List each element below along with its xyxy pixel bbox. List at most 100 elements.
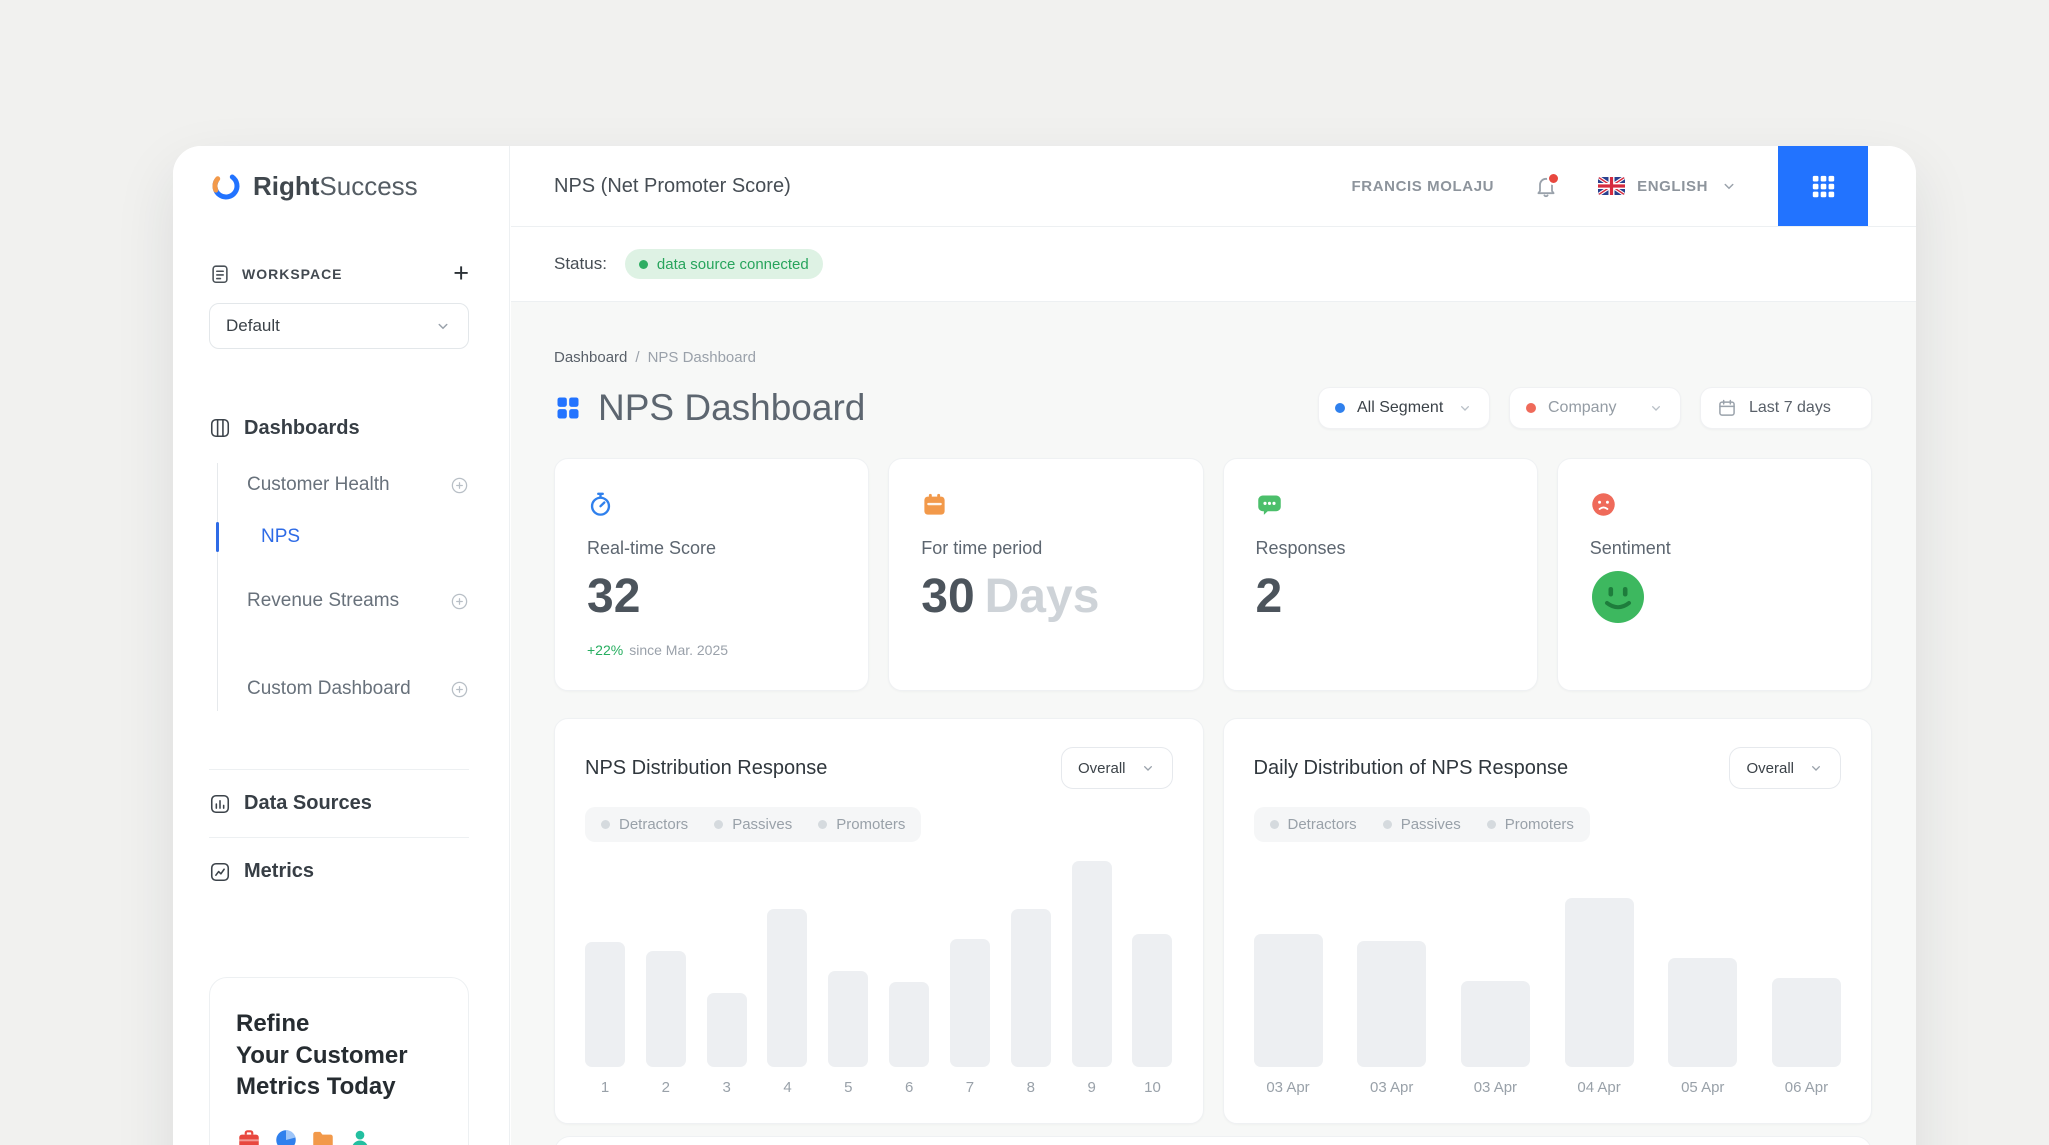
sidebar-item-metrics[interactable]: Metrics: [209, 838, 469, 905]
language-select[interactable]: ENGLISH: [1598, 177, 1738, 195]
bar-column: 7: [949, 939, 990, 1095]
metric-value: 30: [921, 570, 975, 623]
metric-label: For time period: [921, 538, 1043, 558]
legend-dot-icon: [714, 820, 724, 829]
bar: [889, 982, 930, 1067]
bar-column: 1: [585, 942, 625, 1095]
bar: [1357, 941, 1427, 1067]
bar: [1564, 898, 1634, 1067]
bar: [585, 942, 625, 1067]
delta-note: since Mar. 2025: [629, 642, 729, 658]
chart-legend: Detractors Passives Promoters: [1253, 807, 1590, 842]
legend-dot-icon: [1486, 820, 1496, 829]
sidebar-item-revenue-streams[interactable]: Revenue Streams: [218, 579, 469, 623]
bar-label: 4: [783, 1079, 792, 1096]
company-filter-value: Company: [1548, 399, 1617, 416]
breadcrumb-separator: /: [635, 348, 640, 366]
legend-detractors: Detractors: [601, 816, 688, 833]
bar-column: 6: [889, 982, 930, 1095]
sidebar-item-dashboards[interactable]: Dashboards: [209, 413, 469, 443]
bar: [645, 951, 686, 1067]
bar-column: 2: [645, 951, 686, 1095]
bar: [1668, 958, 1738, 1067]
bar-label: 06 Apr: [1784, 1079, 1829, 1096]
bar-column: 8: [1010, 909, 1051, 1095]
add-workspace-button[interactable]: +: [453, 258, 469, 288]
promo-line-1: Refine: [236, 1010, 310, 1037]
bar-column: 04 Apr: [1564, 898, 1634, 1095]
bar: [1253, 934, 1323, 1067]
workspace-select[interactable]: Default: [209, 303, 469, 349]
chart-head: Daily Distribution of NPS Response Overa…: [1253, 747, 1841, 789]
metric-value-row: 32: [587, 573, 640, 621]
bar-label: 5: [844, 1079, 853, 1096]
legend-passives: Passives: [714, 816, 792, 833]
metric-value: 32: [587, 570, 641, 623]
notification-badge: [1547, 172, 1561, 185]
status-label: Status:: [554, 254, 607, 273]
status-value: data source connected: [656, 255, 809, 273]
bar: [1771, 978, 1841, 1067]
brand-logo-icon: [209, 169, 243, 203]
pie-chart-icon: [273, 1127, 299, 1145]
segment-dot-icon: [1335, 403, 1345, 413]
bar: [1071, 861, 1112, 1067]
chevron-down-icon: [1457, 400, 1473, 416]
add-customer-health-button[interactable]: [450, 476, 469, 495]
chevron-down-icon: [1648, 400, 1664, 416]
custom-dashboard-label: Custom Dashboard: [247, 678, 411, 699]
chevron-down-icon: [1808, 760, 1824, 776]
calendar-icon: [1717, 398, 1737, 418]
bar-label: 03 Apr: [1473, 1079, 1518, 1096]
breadcrumb-dashboard[interactable]: Dashboard: [554, 348, 628, 366]
metric-label: Real-time Score: [587, 538, 717, 558]
bar-column: 5: [828, 971, 869, 1096]
chart-title: NPS Distribution Response: [585, 756, 828, 779]
bar-column: 03 Apr: [1253, 934, 1323, 1095]
legend-dot-icon: [1269, 820, 1279, 829]
notifications-button[interactable]: [1534, 172, 1561, 198]
metrics-label: Metrics: [244, 860, 315, 882]
sidebar-item-custom-dashboard[interactable]: Custom Dashboard: [218, 667, 469, 711]
company-filter[interactable]: Company: [1509, 387, 1681, 429]
app-window: RightSuccess WORKSPACE + Default: [173, 146, 1916, 1145]
metrics-icon: [209, 861, 231, 883]
smiley-face-icon: [1590, 569, 1646, 625]
sidebar-item-nps[interactable]: NPS: [216, 515, 469, 559]
promo-card: Refine Your Customer Metrics Today: [209, 977, 469, 1145]
sidebar-divider: [209, 769, 469, 770]
briefcase-icon: [236, 1127, 262, 1145]
metric-label: Sentiment: [1589, 538, 1671, 558]
add-custom-dashboard-button[interactable]: [450, 680, 469, 699]
overall-select[interactable]: Overall: [1729, 747, 1841, 789]
sidebar-item-data-sources[interactable]: Data Sources: [209, 770, 469, 837]
workspace-icon: [209, 263, 231, 285]
bar: [1010, 909, 1051, 1067]
bar: [828, 971, 869, 1067]
add-revenue-streams-button[interactable]: [450, 592, 469, 611]
chart-title: Daily Distribution of NPS Response: [1253, 756, 1569, 779]
uk-flag-icon: [1598, 177, 1626, 195]
data-sources-icon: [209, 793, 231, 815]
status-badge: data source connected: [624, 249, 823, 279]
time-period-card: For time period 30 Days: [888, 458, 1204, 691]
chevron-down-icon: [1720, 177, 1738, 195]
metric-value-row: 2: [1256, 573, 1283, 621]
dashboards-label: Dashboards: [244, 416, 360, 439]
bar-column: 9: [1071, 861, 1112, 1095]
realtime-score-card: Real-time Score 32 +22% since Mar. 2025: [554, 458, 870, 691]
date-range-filter[interactable]: Last 7 days: [1700, 387, 1872, 429]
metric-value: 2: [1255, 570, 1283, 623]
breadcrumb-current: NPS Dashboard: [647, 348, 756, 366]
overall-select[interactable]: Overall: [1060, 747, 1173, 789]
customer-health-label: Customer Health: [247, 474, 390, 495]
user-name[interactable]: FRANCIS MOLAJU: [1351, 177, 1495, 195]
apps-launcher-button[interactable]: [1778, 146, 1868, 226]
sidebar-item-customer-health[interactable]: Customer Health: [218, 463, 469, 507]
workspace-label: WORKSPACE: [242, 265, 343, 282]
bar-label: 10: [1144, 1079, 1161, 1096]
segment-filter[interactable]: All Segment: [1318, 387, 1490, 429]
dashboard-grid-icon: [554, 394, 582, 422]
overall-select-value: Overall: [1077, 759, 1126, 777]
header-title: NPS (Net Promoter Score): [554, 174, 791, 197]
